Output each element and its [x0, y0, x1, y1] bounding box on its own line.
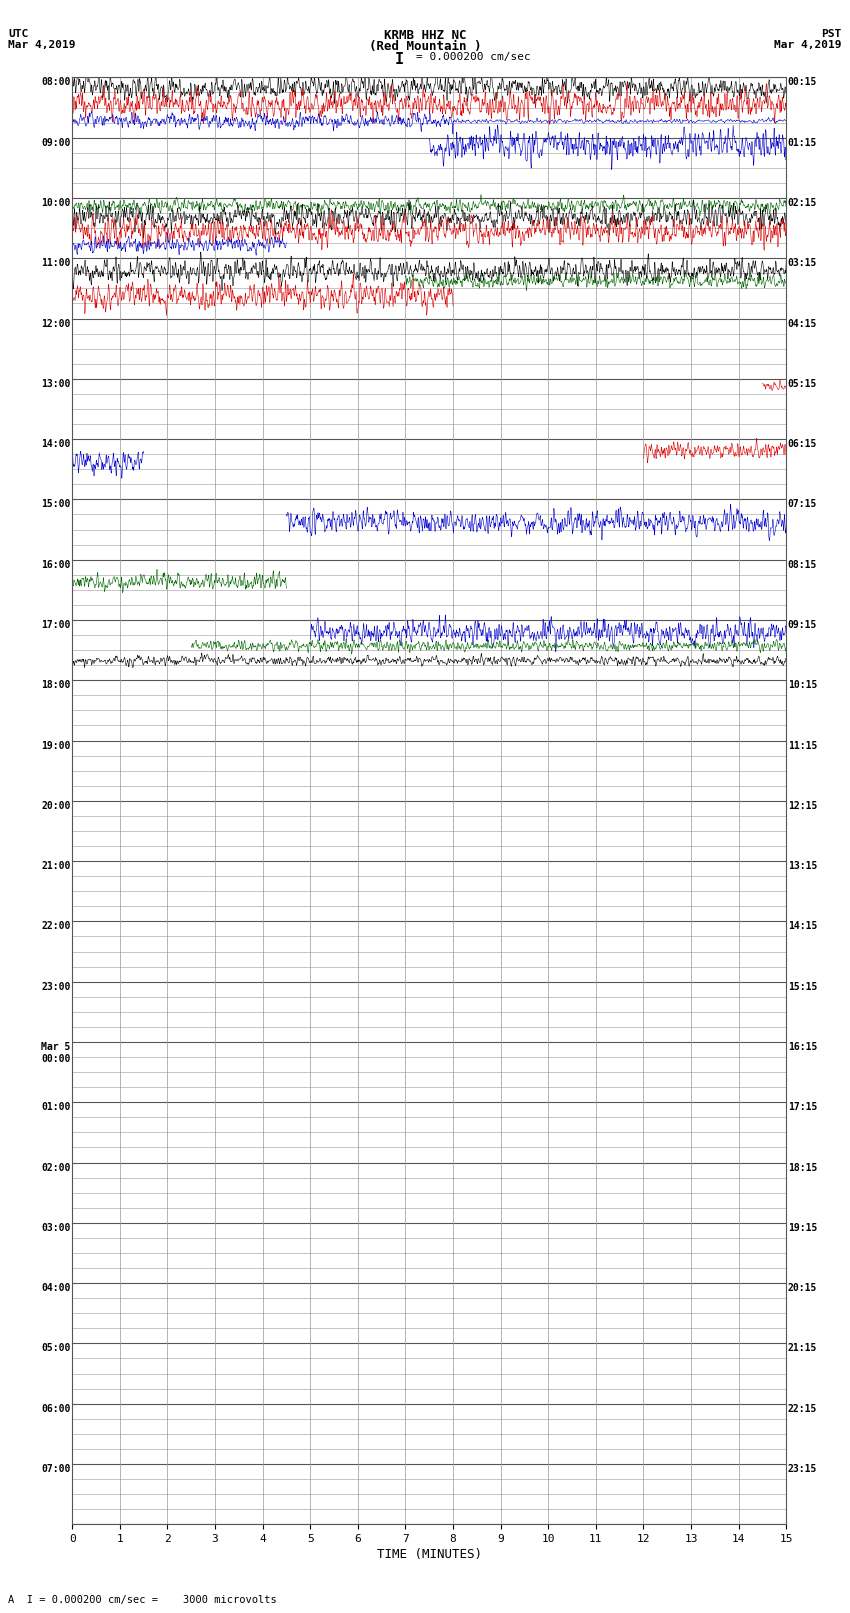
Text: 04:00: 04:00: [42, 1284, 71, 1294]
Text: 18:00: 18:00: [42, 681, 71, 690]
Text: 12:15: 12:15: [788, 800, 817, 811]
Text: Mar 4,2019: Mar 4,2019: [774, 40, 842, 50]
Text: 17:15: 17:15: [788, 1102, 817, 1113]
Text: 02:15: 02:15: [788, 198, 817, 208]
Text: 07:00: 07:00: [42, 1465, 71, 1474]
Text: 22:00: 22:00: [42, 921, 71, 931]
Text: I: I: [395, 52, 404, 66]
Text: 09:00: 09:00: [42, 137, 71, 148]
Text: 00:15: 00:15: [788, 77, 817, 87]
Text: 08:00: 08:00: [42, 77, 71, 87]
Text: 08:15: 08:15: [788, 560, 817, 569]
Text: 23:15: 23:15: [788, 1465, 817, 1474]
Text: 14:00: 14:00: [42, 439, 71, 448]
Text: 22:15: 22:15: [788, 1403, 817, 1413]
Text: 21:00: 21:00: [42, 861, 71, 871]
Text: 15:15: 15:15: [788, 982, 817, 992]
Text: 02:00: 02:00: [42, 1163, 71, 1173]
Text: 05:00: 05:00: [42, 1344, 71, 1353]
Text: 16:15: 16:15: [788, 1042, 817, 1052]
Text: 16:00: 16:00: [42, 560, 71, 569]
Text: 05:15: 05:15: [788, 379, 817, 389]
Text: PST: PST: [821, 29, 842, 39]
Text: 20:00: 20:00: [42, 800, 71, 811]
Text: Mar 4,2019: Mar 4,2019: [8, 40, 76, 50]
Text: 06:00: 06:00: [42, 1403, 71, 1413]
Text: 03:15: 03:15: [788, 258, 817, 268]
Text: 14:15: 14:15: [788, 921, 817, 931]
Text: 01:15: 01:15: [788, 137, 817, 148]
Text: = 0.000200 cm/sec: = 0.000200 cm/sec: [416, 52, 531, 61]
Text: 10:00: 10:00: [42, 198, 71, 208]
Text: 19:15: 19:15: [788, 1223, 817, 1232]
X-axis label: TIME (MINUTES): TIME (MINUTES): [377, 1548, 482, 1561]
Text: 12:00: 12:00: [42, 319, 71, 329]
Text: 10:15: 10:15: [788, 681, 817, 690]
Text: 13:00: 13:00: [42, 379, 71, 389]
Text: 09:15: 09:15: [788, 619, 817, 631]
Text: (Red Mountain ): (Red Mountain ): [369, 40, 481, 53]
Text: Mar 5
00:00: Mar 5 00:00: [42, 1042, 71, 1063]
Text: 20:15: 20:15: [788, 1284, 817, 1294]
Text: 03:00: 03:00: [42, 1223, 71, 1232]
Text: 13:15: 13:15: [788, 861, 817, 871]
Text: 07:15: 07:15: [788, 500, 817, 510]
Text: KRMB HHZ NC: KRMB HHZ NC: [383, 29, 467, 42]
Text: 23:00: 23:00: [42, 982, 71, 992]
Text: 01:00: 01:00: [42, 1102, 71, 1113]
Text: 15:00: 15:00: [42, 500, 71, 510]
Text: 11:15: 11:15: [788, 740, 817, 750]
Text: 19:00: 19:00: [42, 740, 71, 750]
Text: 06:15: 06:15: [788, 439, 817, 448]
Text: UTC: UTC: [8, 29, 29, 39]
Text: A  I = 0.000200 cm/sec =    3000 microvolts: A I = 0.000200 cm/sec = 3000 microvolts: [8, 1595, 277, 1605]
Text: 11:00: 11:00: [42, 258, 71, 268]
Text: 21:15: 21:15: [788, 1344, 817, 1353]
Text: 04:15: 04:15: [788, 319, 817, 329]
Text: 17:00: 17:00: [42, 619, 71, 631]
Text: 18:15: 18:15: [788, 1163, 817, 1173]
